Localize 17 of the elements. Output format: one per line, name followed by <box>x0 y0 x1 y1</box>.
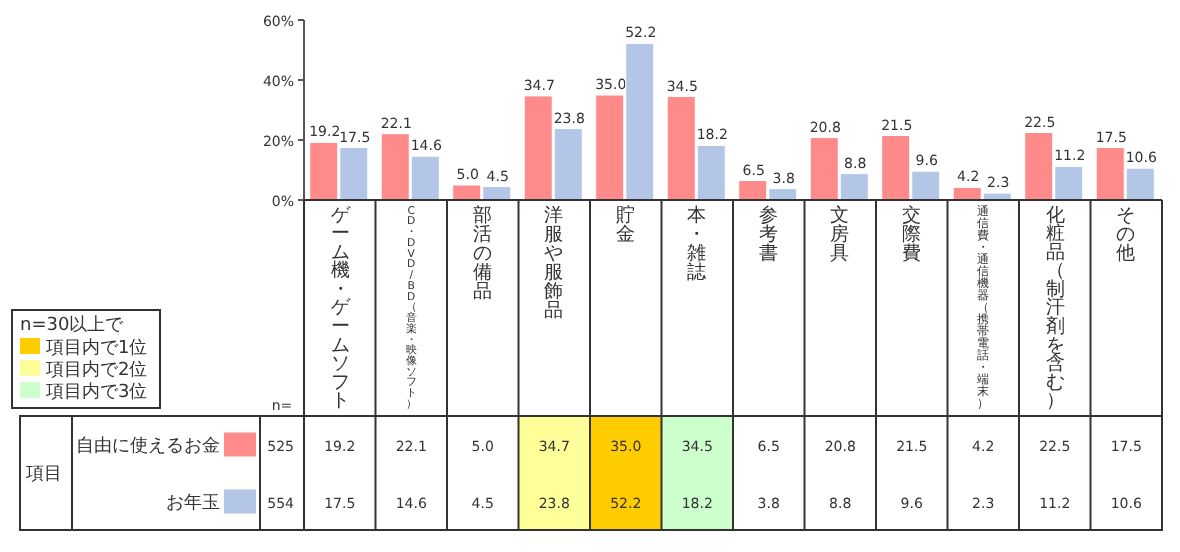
x-tick-label: その他 <box>1116 205 1137 266</box>
category-label: 化粧品（制汗剤を含む） <box>1045 204 1064 413</box>
x-tick-label: 洋服や服飾品 <box>544 203 565 323</box>
x-tick-label: 本・雑誌 <box>687 203 708 285</box>
text: 項目内で2位 <box>46 359 148 381</box>
text: 項目 <box>26 465 62 485</box>
x-tick-label: 文房具 <box>830 203 851 266</box>
text: 項目内で1位 <box>46 337 148 359</box>
x-tick-label: 参考書 <box>758 203 779 266</box>
text: n=30以上で <box>20 314 126 336</box>
legend-label: 自由に使えるお金 <box>76 434 220 457</box>
category-label: ゲーム機・ゲームソフト <box>330 204 349 413</box>
x-tick-label: 交際費 <box>901 203 922 266</box>
legend-label: お年玉 <box>166 491 220 514</box>
x-tick-label: 貯金 <box>615 203 636 247</box>
x-tick-label: 部活の備品 <box>472 203 493 304</box>
text: 項目内で3位 <box>46 381 148 403</box>
